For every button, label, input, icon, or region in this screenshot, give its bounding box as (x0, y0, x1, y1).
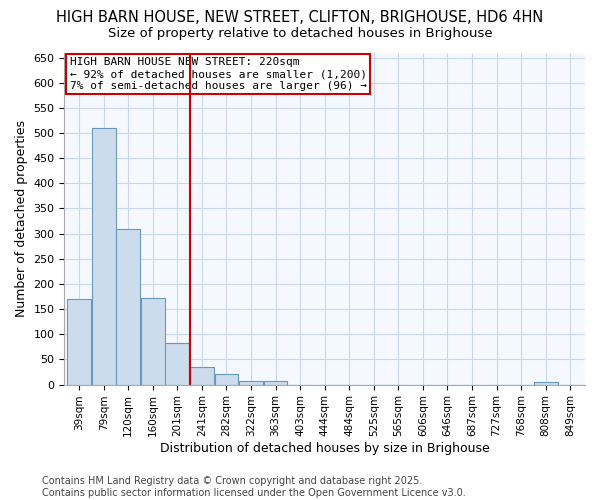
X-axis label: Distribution of detached houses by size in Brighouse: Distribution of detached houses by size … (160, 442, 490, 455)
Bar (67, 299, 91, 384)
Bar (534, 382, 557, 384)
Y-axis label: Number of detached properties: Number of detached properties (15, 120, 28, 317)
Text: HIGH BARN HOUSE, NEW STREET, CLIFTON, BRIGHOUSE, HD6 4HN: HIGH BARN HOUSE, NEW STREET, CLIFTON, BR… (56, 10, 544, 25)
Bar (116, 228, 140, 384)
Bar (92, 128, 116, 384)
Bar (190, 367, 214, 384)
Bar (263, 380, 287, 384)
Bar (141, 298, 165, 384)
Bar (239, 380, 263, 384)
Text: Contains HM Land Registry data © Crown copyright and database right 2025.
Contai: Contains HM Land Registry data © Crown c… (42, 476, 466, 498)
Text: Size of property relative to detached houses in Brighouse: Size of property relative to detached ho… (107, 28, 493, 40)
Bar (215, 374, 238, 384)
Bar (166, 344, 189, 384)
Text: HIGH BARN HOUSE NEW STREET: 220sqm
← 92% of detached houses are smaller (1,200)
: HIGH BARN HOUSE NEW STREET: 220sqm ← 92%… (70, 58, 367, 90)
